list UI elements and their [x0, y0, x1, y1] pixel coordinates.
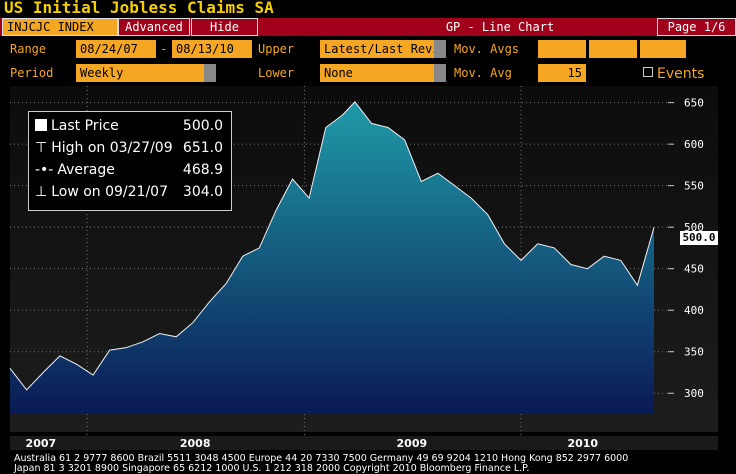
legend-last-price-value: 500.0	[182, 118, 223, 134]
mov-avg-label: Mov. Avg	[454, 66, 512, 80]
upper-label: Upper	[258, 42, 295, 56]
legend-low-value: 304.0	[182, 184, 223, 200]
x-tick-label: 2009	[397, 437, 428, 450]
mov-avgs-label: Mov. Avgs	[454, 42, 520, 56]
period-label: Period	[10, 66, 54, 80]
page-title: US Initial Jobless Claims SA	[4, 0, 274, 17]
chart-legend: Last Price 500.0 ⊤ High on 03/27/09 651.0…	[28, 111, 232, 211]
y-tick-label: 600	[684, 138, 704, 151]
upper-dropdown-handle[interactable]	[434, 40, 446, 58]
y-tick-label: 650	[684, 97, 704, 110]
page-indicator[interactable]: Page 1/6	[657, 18, 736, 36]
period-field[interactable]: Weekly	[76, 64, 204, 82]
y-tick-label: 350	[684, 346, 704, 359]
legend-high-value: 651.0	[182, 140, 223, 156]
x-tick-label: 2010	[567, 437, 598, 450]
y-tick-label: 450	[684, 263, 704, 276]
y-axis-ticks: 300 350 400 450 500 550 600 650	[668, 97, 704, 400]
lower-field[interactable]: None	[320, 64, 434, 82]
upper-field[interactable]: Latest/Last Revis	[320, 40, 434, 58]
lower-label: Lower	[258, 66, 295, 80]
legend-average-label: Average	[57, 162, 115, 178]
legend-high-label: High on 03/27/09	[51, 140, 173, 156]
range-label: Range	[10, 42, 47, 56]
y-tick-label: 300	[684, 387, 704, 400]
high-marker-icon: ⊤	[35, 140, 48, 156]
footer-contacts-line2: Japan 81 3 3201 8900 Singapore 65 6212 1…	[14, 463, 530, 474]
y-tick-label: 400	[684, 304, 704, 317]
legend-last-price-label: Last Price	[51, 118, 119, 134]
x-axis-ticks: 2007 2008 2009 2010	[10, 436, 718, 450]
x-tick-label: 2007	[26, 437, 57, 450]
series-line	[9, 101, 655, 391]
last-value-tag: 500.0	[680, 231, 718, 245]
advanced-button[interactable]: Advanced	[118, 18, 190, 36]
y-tick-label: 500	[684, 221, 704, 234]
average-marker-icon: -•-	[35, 162, 54, 178]
mov-avg-field-2[interactable]	[589, 40, 637, 58]
range-separator: -	[160, 42, 168, 56]
square-icon	[35, 119, 47, 131]
legend-average-value: 468.9	[182, 162, 223, 178]
range-start-field[interactable]: 08/24/07	[76, 40, 156, 58]
mov-avg-field-1[interactable]	[538, 40, 586, 58]
low-marker-icon: ⊥	[35, 184, 48, 200]
legend-low-label: Low on 09/21/07	[51, 184, 168, 200]
ticker-field[interactable]: INJCJC INDEX	[2, 18, 118, 36]
y-tick-label: 550	[684, 180, 704, 193]
events-checkbox-icon[interactable]	[643, 67, 653, 77]
footer-contacts-line1: Australia 61 2 9777 8600 Brazil 5511 304…	[14, 453, 629, 464]
mov-avg-field-3[interactable]	[640, 40, 686, 58]
lower-dropdown-handle[interactable]	[434, 64, 446, 82]
events-label: Events	[657, 66, 705, 82]
events-toggle[interactable]: Events	[643, 66, 704, 82]
mov-avg-value-field[interactable]: 15	[538, 64, 586, 82]
range-end-field[interactable]: 08/13/10	[172, 40, 252, 58]
x-axis-band	[10, 436, 718, 450]
x-tick-label: 2008	[180, 437, 211, 450]
period-dropdown-handle[interactable]	[204, 64, 216, 82]
chart-type-label: GP - Line Chart	[445, 20, 555, 34]
hide-button[interactable]: Hide	[191, 18, 258, 36]
